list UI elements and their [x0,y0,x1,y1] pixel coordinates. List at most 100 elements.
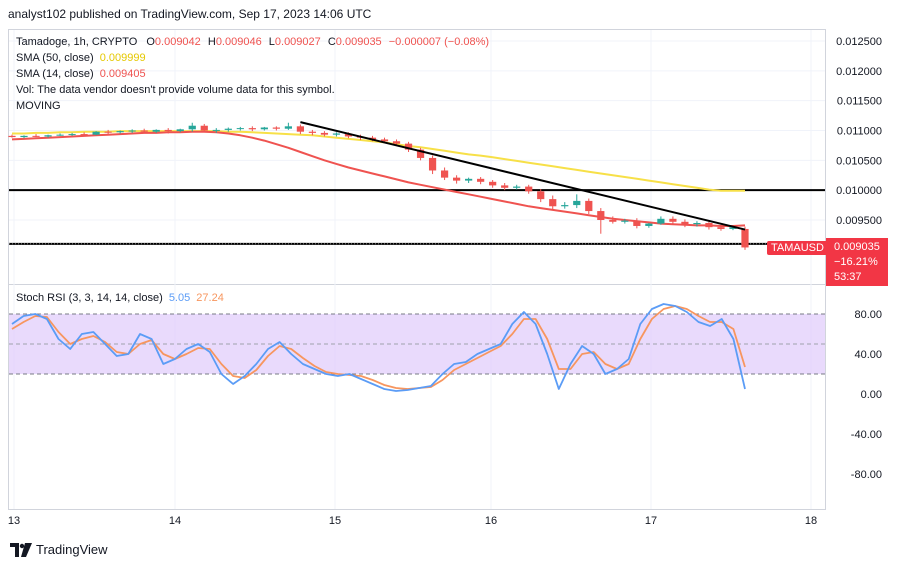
sma14-line [11,130,746,227]
candle-body [428,157,437,171]
candle-body [272,127,280,129]
candle-body [549,199,557,207]
candle-body [705,222,713,228]
ohlc-legend: Tamadoge, 1h, CRYPTO O0.009042 H0.009046… [16,34,489,50]
candle-body [8,135,16,138]
stoch-d-line [11,305,746,390]
candle-body [200,125,208,131]
candle-body [32,135,40,137]
candle-body [344,133,353,137]
candle-body [260,127,268,130]
x-tick-label: 13 [8,515,20,527]
sma50-value: 0.009999 [99,52,146,64]
candle-body [104,131,112,133]
candle-body [621,220,629,222]
x-tick-label: 17 [645,515,657,527]
candle-body [44,135,52,137]
candle-body [68,134,76,136]
candle-body [380,139,389,142]
x-tick-label: 15 [329,515,341,527]
high-value: 0.009046 [215,36,262,48]
candle-body [453,177,461,181]
stoch-label: Stoch RSI (3, 3, 14, 14, close) [16,292,163,304]
low-label: L [268,36,275,48]
price-tick-label: 0.010500 [836,155,882,167]
price-tick-label: 0.010000 [836,185,882,197]
descending-trendline [300,121,746,231]
candle-body [633,220,641,226]
candle-body [693,222,701,225]
candle-body [236,128,244,130]
sma50-label: SMA (50, close) [16,52,94,64]
candle-body [308,131,317,133]
candle-body [537,191,545,200]
x-tick-label: 14 [169,515,181,527]
candle-body [140,130,148,132]
candle-body [681,221,689,225]
candle-body [320,132,329,135]
close-value: 0.009035 [335,36,382,48]
footer-brand[interactable]: TradingView [10,542,108,557]
candle-body [440,170,449,178]
candle-body [465,178,473,181]
candle-body [212,129,220,131]
x-tick-label: 16 [485,515,497,527]
candle-body [224,128,232,130]
high-label: H [207,36,216,48]
candle-body [573,200,581,206]
stoch-k-value: 5.05 [168,292,191,304]
candle-body [116,131,124,133]
x-tick-label: 18 [805,515,817,527]
sma50-legend: SMA (50, close) 0.009999 [16,50,146,66]
candle-body [657,218,665,224]
price-tick-label: 0.011500 [837,96,882,108]
candle-body [296,126,304,132]
stoch-k-line [11,303,746,392]
tradingview-logo-icon [10,542,32,557]
candle-body [717,227,725,229]
candle-body [248,128,256,130]
last-price: 0.009035 [834,241,880,253]
countdown: 53:37 [834,271,862,283]
candle-body [416,149,425,158]
candle-body [597,211,605,220]
candle-body [477,178,485,182]
price-tick-label: 0.009500 [836,215,882,227]
symbol-title: Tamadoge, 1h, CRYPTO [16,36,138,48]
open-label: O [146,36,155,48]
candle-body [20,135,28,138]
candle-body [284,126,292,129]
stoch-legend: Stoch RSI (3, 3, 14, 14, close) 5.05 27.… [16,290,224,306]
candle-body [128,130,136,132]
stoch-tick-label: 80.00 [854,309,882,321]
price-tick-label: 0.012500 [836,36,882,48]
candle-body [561,205,569,207]
price-tick-label: 0.011000 [837,126,882,138]
stoch-d-value: 27.24 [196,292,224,304]
candle-body [609,220,617,222]
sma14-legend: SMA (14, close) 0.009405 [16,66,146,82]
sma14-label: SMA (14, close) [16,68,94,80]
candle-body [645,223,653,226]
candle-body [332,133,341,135]
symbol-price-badge: TAMAUSD [767,241,828,255]
candle-body [164,129,172,132]
chart-frame [8,29,826,510]
candle-body [56,134,64,136]
candle-body [152,129,160,132]
study-name: MOVING [16,100,61,112]
last-change: −16.21% [834,256,878,268]
candle-body [489,181,497,186]
close-label: C [327,36,336,48]
candle-body [188,125,196,130]
last-price-box: 0.009035 −16.21% 53:37 [826,238,888,286]
price-tick-label: 0.012000 [836,66,882,78]
candle-body [501,185,509,188]
publish-line: analyst102 published on TradingView.com,… [8,7,372,21]
candle-body [525,186,533,192]
candle-body [741,228,749,248]
brand-name: TradingView [36,542,108,557]
low-value: 0.009027 [274,36,321,48]
change-value: −0.000007 (−0.08%) [388,36,490,48]
